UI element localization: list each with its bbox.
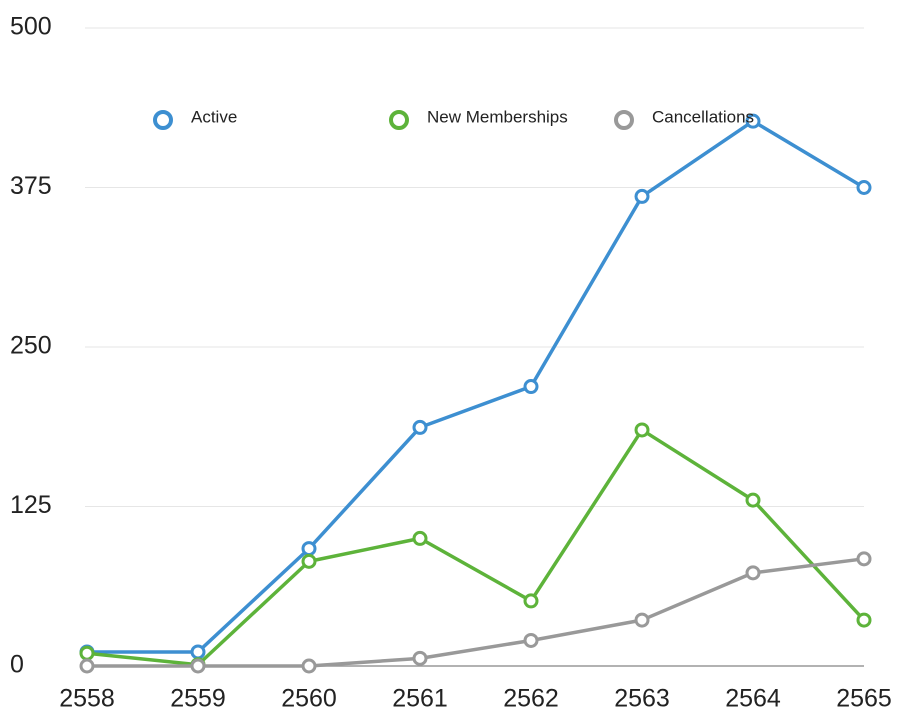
point (301, 553, 317, 569)
point (634, 188, 650, 204)
point (634, 612, 650, 628)
point (301, 658, 317, 674)
point (745, 113, 761, 129)
legend-marker (389, 110, 409, 130)
point (412, 650, 428, 666)
series-line (87, 557, 865, 668)
point (856, 180, 872, 195)
y-tick-label: 375 (10, 172, 52, 200)
legend-label: Active (191, 107, 237, 126)
point (190, 644, 206, 660)
x-tick-label: 2561 (392, 685, 448, 713)
point (856, 551, 872, 567)
series-line (87, 119, 865, 654)
x-tick-label: 2565 (836, 685, 892, 713)
point (190, 658, 206, 674)
x-tick-label: 2562 (503, 685, 559, 713)
y-tick-label: 0 (10, 651, 24, 679)
point (856, 612, 872, 628)
point (745, 565, 761, 581)
point (79, 658, 95, 674)
legend-marker (614, 110, 634, 130)
point (523, 379, 539, 395)
legend-marker (153, 110, 173, 130)
point (523, 593, 539, 609)
legend-label: Cancellations (652, 107, 754, 126)
point (523, 632, 539, 648)
y-tick-label: 500 (10, 13, 52, 41)
y-tick-label: 125 (10, 491, 52, 519)
point (79, 645, 95, 661)
point (745, 492, 761, 508)
x-tick-label: 2559 (170, 685, 226, 713)
x-tick-label: 2560 (281, 685, 337, 713)
y-tick-label: 250 (10, 332, 52, 360)
x-tick-label: 2558 (59, 685, 115, 713)
point (412, 419, 428, 435)
x-tick-label: 2564 (725, 685, 781, 713)
legend-label: New Memberships (427, 107, 568, 126)
point (301, 541, 317, 557)
point (634, 422, 650, 438)
series-line (86, 428, 866, 667)
point (412, 530, 428, 546)
x-tick-label: 2563 (614, 685, 670, 713)
